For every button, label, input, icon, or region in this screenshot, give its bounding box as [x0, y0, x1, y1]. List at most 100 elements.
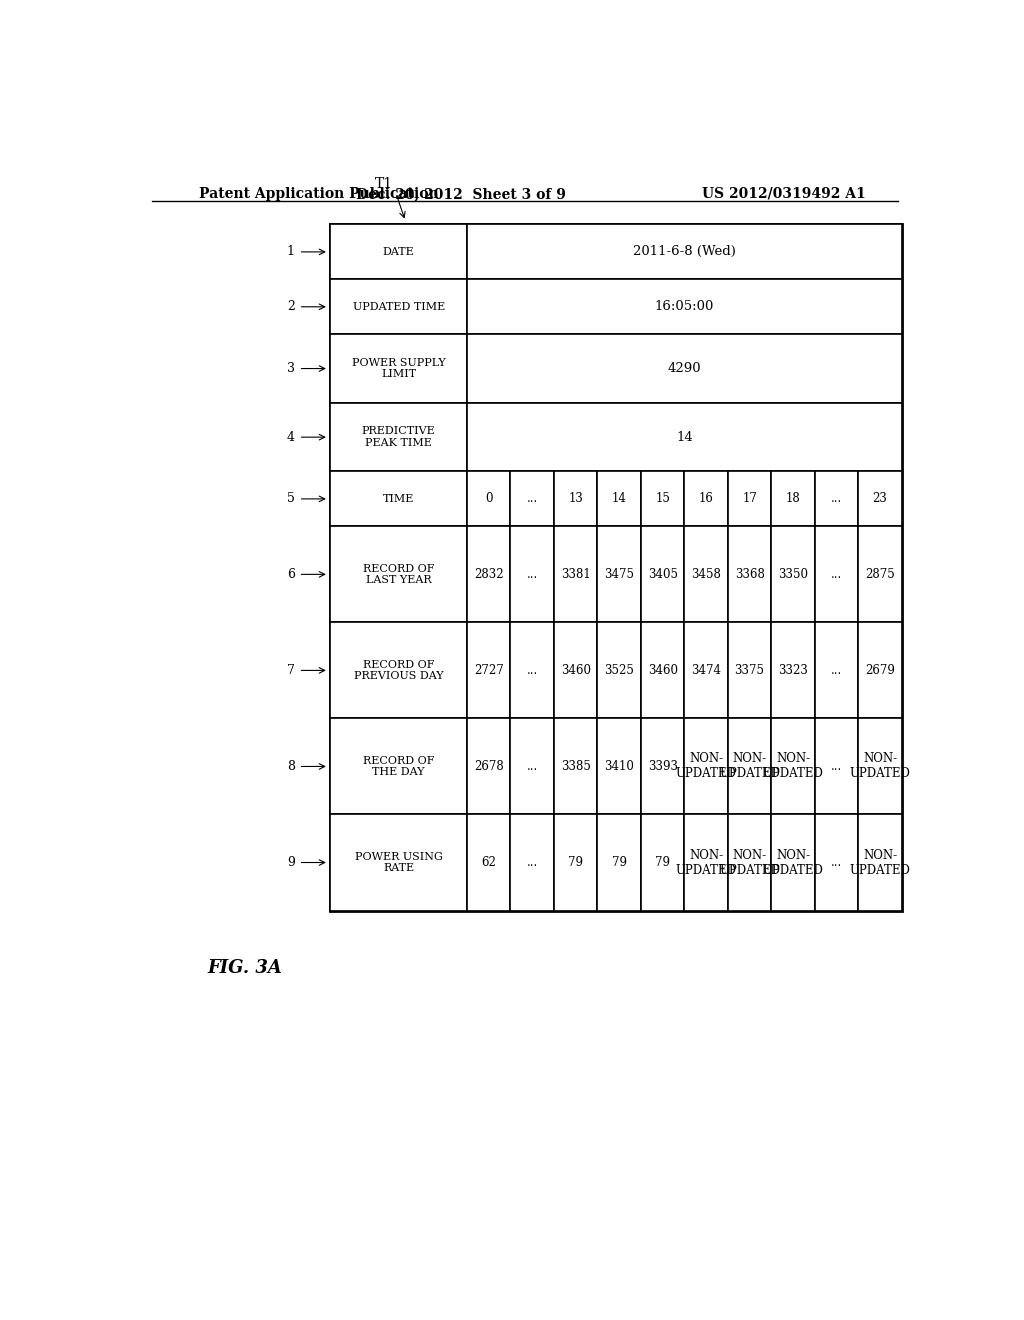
- Bar: [641, 814, 684, 911]
- Bar: [641, 718, 684, 814]
- Bar: [684, 718, 728, 814]
- Text: 3525: 3525: [604, 664, 634, 677]
- Text: NON-
UPDATED: NON- UPDATED: [719, 849, 780, 876]
- Bar: [554, 814, 597, 911]
- Bar: [467, 623, 511, 718]
- Text: 3460: 3460: [561, 664, 591, 677]
- Text: US 2012/0319492 A1: US 2012/0319492 A1: [702, 187, 866, 201]
- Text: TIME: TIME: [383, 494, 415, 504]
- Text: 79: 79: [655, 855, 670, 869]
- Text: T1: T1: [375, 177, 393, 191]
- Text: 14: 14: [611, 492, 627, 506]
- Text: Patent Application Publication: Patent Application Publication: [200, 187, 439, 201]
- Text: 3323: 3323: [778, 664, 808, 677]
- Text: ...: ...: [830, 664, 842, 677]
- Bar: [467, 527, 511, 623]
- Text: NON-
UPDATED: NON- UPDATED: [850, 849, 910, 876]
- Text: DATE: DATE: [383, 247, 415, 257]
- Bar: [728, 814, 771, 911]
- Bar: [554, 718, 597, 814]
- Text: 3405: 3405: [647, 568, 678, 581]
- Bar: [331, 334, 467, 403]
- Text: 7: 7: [287, 664, 295, 677]
- Bar: [467, 224, 902, 280]
- Bar: [771, 527, 815, 623]
- Bar: [684, 527, 728, 623]
- Text: 2727: 2727: [474, 664, 504, 677]
- Text: 2832: 2832: [474, 568, 504, 581]
- Text: RECORD OF
LAST YEAR: RECORD OF LAST YEAR: [362, 564, 434, 585]
- Text: 16: 16: [698, 492, 714, 506]
- Text: 5: 5: [287, 492, 295, 506]
- Bar: [467, 334, 902, 403]
- Text: 18: 18: [785, 492, 801, 506]
- Text: ...: ...: [830, 760, 842, 774]
- Bar: [641, 623, 684, 718]
- Text: 14: 14: [676, 430, 693, 444]
- Text: 79: 79: [568, 855, 584, 869]
- Text: 3375: 3375: [734, 664, 765, 677]
- Bar: [554, 527, 597, 623]
- Text: 2011-6-8 (Wed): 2011-6-8 (Wed): [633, 246, 736, 259]
- Bar: [684, 814, 728, 911]
- Text: 6: 6: [287, 568, 295, 581]
- Text: 3474: 3474: [691, 664, 721, 677]
- Text: RECORD OF
PREVIOUS DAY: RECORD OF PREVIOUS DAY: [354, 660, 443, 681]
- Bar: [597, 623, 641, 718]
- Bar: [331, 718, 467, 814]
- Bar: [467, 718, 511, 814]
- Text: 3460: 3460: [647, 664, 678, 677]
- Text: 4290: 4290: [668, 362, 701, 375]
- Bar: [771, 471, 815, 527]
- Text: 1: 1: [287, 246, 295, 259]
- Bar: [815, 527, 858, 623]
- Text: 8: 8: [287, 760, 295, 774]
- Text: FIG. 3A: FIG. 3A: [207, 958, 283, 977]
- Text: 15: 15: [655, 492, 670, 506]
- Bar: [858, 527, 902, 623]
- Bar: [815, 471, 858, 527]
- Text: 4: 4: [287, 430, 295, 444]
- Text: 3: 3: [287, 362, 295, 375]
- Bar: [511, 814, 554, 911]
- Text: ...: ...: [830, 568, 842, 581]
- Text: 2678: 2678: [474, 760, 504, 774]
- Text: 2679: 2679: [865, 664, 895, 677]
- Text: ...: ...: [830, 855, 842, 869]
- Bar: [331, 471, 467, 527]
- Text: UPDATED TIME: UPDATED TIME: [352, 302, 444, 312]
- Bar: [554, 623, 597, 718]
- Bar: [511, 471, 554, 527]
- Text: 9: 9: [287, 855, 295, 869]
- Text: NON-
UPDATED: NON- UPDATED: [676, 849, 736, 876]
- Bar: [858, 623, 902, 718]
- Text: 62: 62: [481, 855, 497, 869]
- Bar: [597, 527, 641, 623]
- Text: 13: 13: [568, 492, 583, 506]
- Text: 79: 79: [611, 855, 627, 869]
- Bar: [728, 718, 771, 814]
- Bar: [815, 814, 858, 911]
- Text: POWER SUPPLY
LIMIT: POWER SUPPLY LIMIT: [352, 358, 445, 379]
- Bar: [641, 471, 684, 527]
- Text: ...: ...: [526, 492, 538, 506]
- Text: NON-
UPDATED: NON- UPDATED: [850, 752, 910, 780]
- Text: 2875: 2875: [865, 568, 895, 581]
- Bar: [815, 718, 858, 814]
- Text: ...: ...: [526, 855, 538, 869]
- Text: 3458: 3458: [691, 568, 721, 581]
- Bar: [331, 280, 467, 334]
- Bar: [467, 403, 902, 471]
- Text: POWER USING
RATE: POWER USING RATE: [354, 851, 442, 874]
- Bar: [331, 224, 467, 280]
- Bar: [554, 471, 597, 527]
- Bar: [597, 718, 641, 814]
- Text: NON-
UPDATED: NON- UPDATED: [763, 849, 823, 876]
- Bar: [858, 471, 902, 527]
- Text: ...: ...: [526, 568, 538, 581]
- Bar: [331, 403, 467, 471]
- Text: 17: 17: [742, 492, 757, 506]
- Text: 3385: 3385: [561, 760, 591, 774]
- Bar: [728, 527, 771, 623]
- Text: ...: ...: [526, 664, 538, 677]
